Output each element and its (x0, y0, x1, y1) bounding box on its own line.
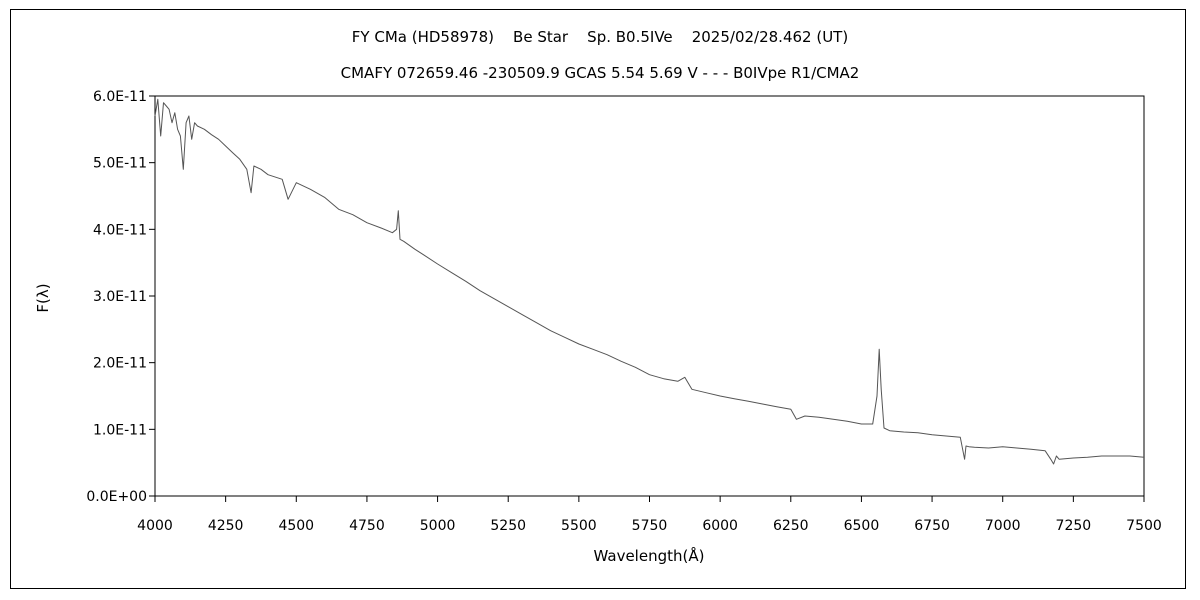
plot-area (154, 95, 1145, 497)
x-tick-label: 4750 (349, 518, 385, 534)
y-tick-label: 6.0E-11 (93, 89, 147, 105)
x-tick-label: 7250 (1056, 518, 1092, 534)
y-tick-label: 5.0E-11 (93, 156, 147, 172)
x-tick-label: 6500 (844, 518, 880, 534)
x-axis-title: Wavelength(Å) (594, 546, 705, 565)
x-tick-label: 7500 (1126, 518, 1162, 534)
spectrum-line-series-0 (154, 98, 1145, 465)
x-tick-label: 6000 (702, 518, 738, 534)
x-tick-label: 4500 (278, 518, 314, 534)
y-axis: 0.0E+00 1.0E-11 2.0E-11 3.0E-11 4.0E-11 5.0E-… (86, 89, 155, 505)
y-tick-label: 3.0E-11 (93, 289, 147, 305)
y-tick-label: 2.0E-11 (93, 356, 147, 372)
chart-title-line-1: FY CMa (HD58978) Be Star Sp. B0.5IVe 202… (351, 28, 849, 46)
y-tick-label: 4.0E-11 (93, 222, 147, 238)
x-tick-label: 5500 (561, 518, 597, 534)
x-tick-label: 7000 (985, 518, 1021, 534)
series-group (154, 98, 1145, 465)
x-axis: 4000 4250 4500 4750 5000 5250 5500 5750 6000 6250… (137, 496, 1162, 534)
x-tick-label: 4250 (208, 518, 244, 534)
x-tick-label: 5000 (420, 518, 456, 534)
x-tick-label: 6750 (914, 518, 950, 534)
chart-title-line-2: CMAFY 072659.46 -230509.9 GCAS 5.54 5.69… (340, 64, 860, 82)
x-tick-label: 5750 (632, 518, 668, 534)
chart-frame (10, 9, 1186, 589)
y-tick-label: 0.0E+00 (86, 489, 147, 505)
y-axis-title: F(λ) (34, 283, 52, 312)
x-tick-label: 4000 (137, 518, 173, 534)
y-tick-label: 1.0E-11 (93, 422, 147, 438)
x-tick-label: 6250 (773, 518, 809, 534)
x-tick-label: 5250 (490, 518, 526, 534)
